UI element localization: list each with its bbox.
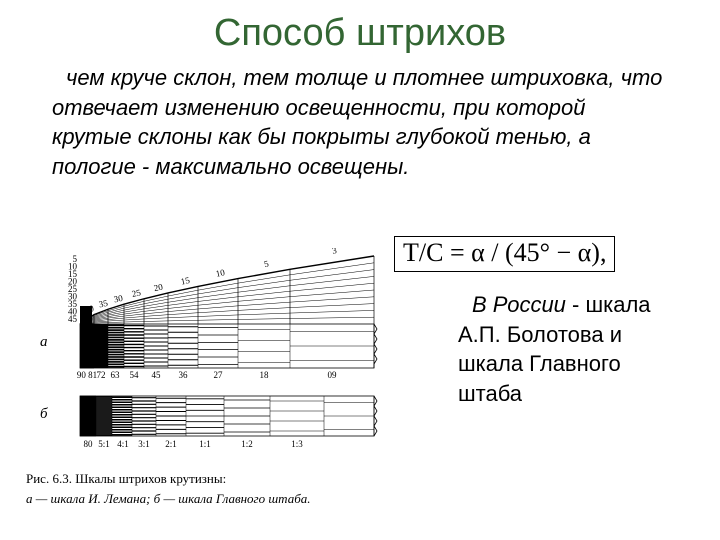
svg-text:36: 36 bbox=[179, 370, 189, 380]
svg-text:1:3: 1:3 bbox=[291, 439, 303, 449]
intro-paragraph: чем круче склон, тем толще и плотнее штр… bbox=[0, 55, 720, 182]
svg-text:1:1: 1:1 bbox=[199, 439, 211, 449]
formula-text: T/C = α / (45° − α), bbox=[403, 238, 606, 267]
svg-text:5: 5 bbox=[73, 254, 78, 264]
page-title: Способ штрихов bbox=[0, 0, 720, 55]
figure-container: 40353025201510534540353025201510590 8172… bbox=[26, 248, 386, 507]
svg-text:5:1: 5:1 bbox=[98, 439, 110, 449]
svg-text:54: 54 bbox=[130, 370, 140, 380]
svg-text:3: 3 bbox=[331, 248, 338, 256]
svg-text:30: 30 bbox=[113, 293, 124, 305]
svg-text:90 81: 90 81 bbox=[77, 370, 97, 380]
svg-text:4:1: 4:1 bbox=[117, 439, 129, 449]
svg-text:18: 18 bbox=[260, 370, 270, 380]
svg-text:72: 72 bbox=[97, 370, 106, 380]
right-note: В России - шкала А.П. Болотова и шкала Г… bbox=[458, 290, 690, 409]
lehmann-scale-diagram: 40353025201510534540353025201510590 8172… bbox=[26, 248, 386, 460]
svg-text:15: 15 bbox=[180, 275, 191, 287]
svg-text:45: 45 bbox=[152, 370, 162, 380]
svg-text:а: а bbox=[40, 334, 48, 350]
svg-text:5: 5 bbox=[263, 258, 270, 269]
svg-text:2:1: 2:1 bbox=[165, 439, 177, 449]
svg-text:б: б bbox=[40, 406, 48, 422]
svg-text:80: 80 bbox=[84, 439, 94, 449]
figure-caption-line2: а — шкала И. Лемана; б — шкала Главного … bbox=[26, 491, 386, 507]
svg-text:09: 09 bbox=[328, 370, 338, 380]
svg-text:20: 20 bbox=[153, 281, 164, 293]
svg-text:35: 35 bbox=[98, 298, 109, 310]
figure-caption-line1: Рис. 6.3. Шкалы штрихов крутизны: bbox=[26, 471, 386, 487]
formula: T/C = α / (45° − α), bbox=[394, 236, 615, 272]
svg-text:3:1: 3:1 bbox=[138, 439, 150, 449]
svg-text:1:2: 1:2 bbox=[241, 439, 253, 449]
svg-text:25: 25 bbox=[131, 287, 142, 299]
svg-text:63: 63 bbox=[111, 370, 121, 380]
svg-text:27: 27 bbox=[214, 370, 224, 380]
svg-text:10: 10 bbox=[215, 267, 226, 279]
right-note-em: В России bbox=[472, 292, 566, 317]
